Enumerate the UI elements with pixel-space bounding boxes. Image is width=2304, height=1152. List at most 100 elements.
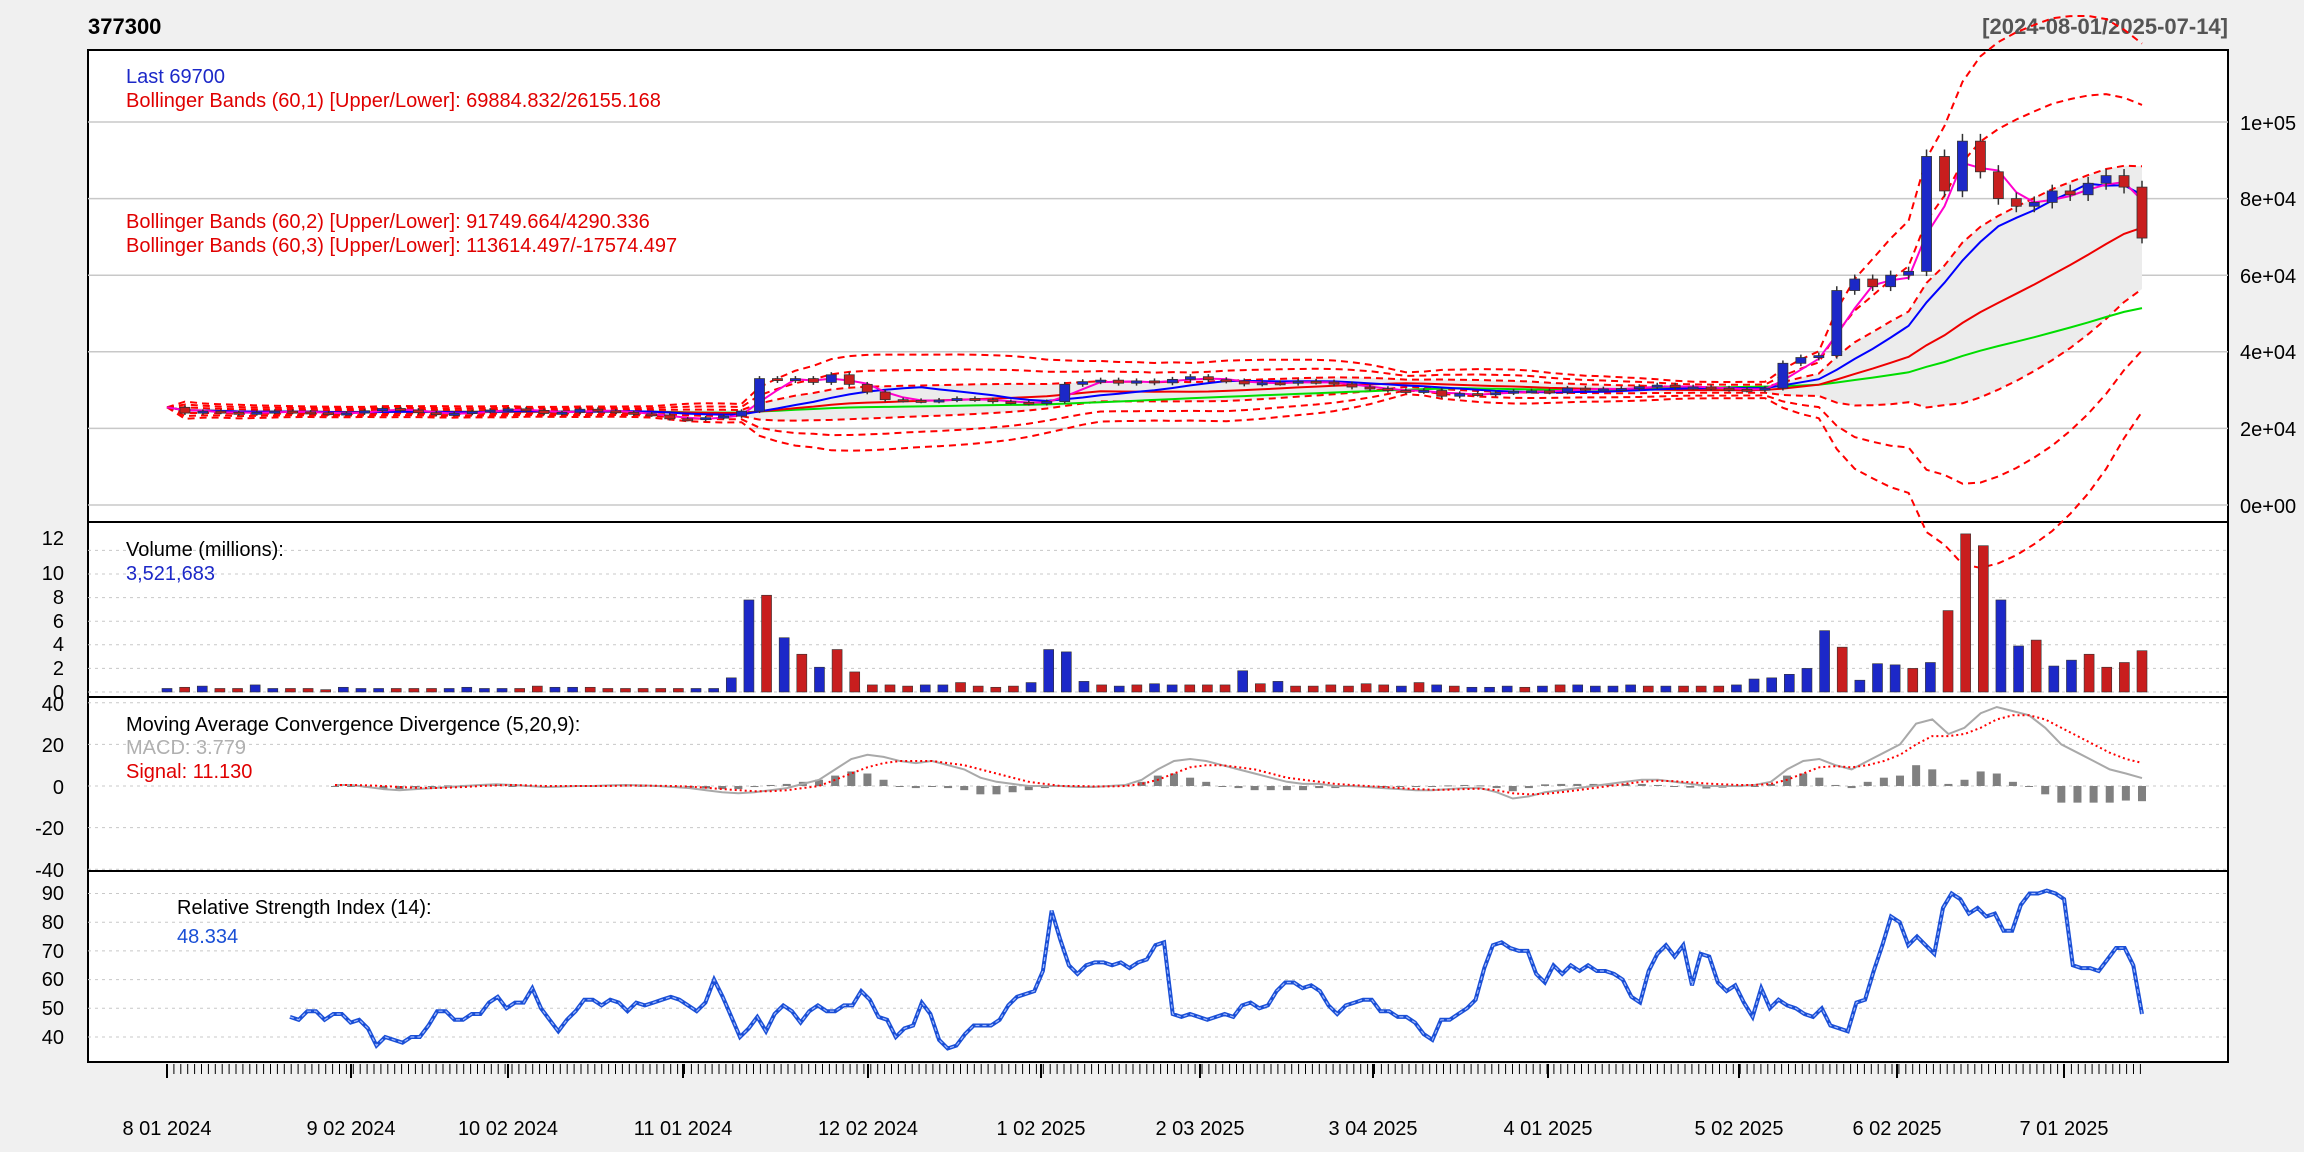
volume-bar <box>1343 685 1354 693</box>
y-tick-label: 50 <box>42 998 64 1020</box>
macd-histogram-bar <box>1476 785 1485 787</box>
candle-body <box>951 398 963 401</box>
volume-bar <box>549 686 561 693</box>
candle-body <box>502 408 514 412</box>
macd-histogram-bar <box>1815 777 1824 786</box>
candle-body <box>1508 390 1519 394</box>
volume-bar <box>1925 662 1936 693</box>
candle-body <box>646 413 658 417</box>
macd-histogram-bar <box>2105 786 2114 803</box>
volume-bar <box>655 688 667 693</box>
y-tick-label: 90 <box>42 883 64 905</box>
candlesticks <box>179 133 2148 422</box>
volume-bar <box>990 686 1002 693</box>
macd-histogram-bar <box>347 786 356 787</box>
candle-body <box>1939 156 1950 192</box>
price-y-axis: 1e+05 8e+04 6e+04 4e+04 2e+04 0e+00 <box>2240 113 2296 518</box>
volume-bar <box>637 688 649 693</box>
last-price-label: Last 69700 <box>126 66 225 88</box>
y-tick-label: 0e+00 <box>2240 496 2296 518</box>
candle-body <box>215 410 227 414</box>
x-tick-label: 5 02 2025 <box>1695 1118 1784 1140</box>
volume-bar <box>1554 684 1566 693</box>
macd-histogram-bar <box>1250 786 1259 791</box>
x-tick-label: 4 01 2025 <box>1504 1118 1593 1140</box>
candle-body <box>1041 401 1053 404</box>
candle-body <box>395 408 406 411</box>
candle-body <box>305 411 317 415</box>
volume-bar <box>1889 664 1901 693</box>
macd-histogram-bar <box>734 786 743 790</box>
candle-body <box>1903 270 1914 276</box>
macd-histogram-bar <box>1750 786 1759 787</box>
candle-body <box>448 413 460 416</box>
macd-histogram-bar <box>1541 784 1550 786</box>
bollinger-upper-2 <box>166 93 2143 410</box>
volume-bar <box>2136 650 2148 693</box>
y-tick-label: -40 <box>35 860 64 882</box>
volume-bar <box>1784 673 1795 693</box>
macd-histogram-bar <box>1637 783 1646 786</box>
candle-body <box>700 417 712 421</box>
candle-body <box>1167 378 1178 384</box>
candle-body <box>1957 140 1968 192</box>
candle-body <box>1759 387 1771 391</box>
rsi-title: Relative Strength Index (14): <box>177 897 432 919</box>
macd-histogram-bar <box>1653 784 1662 786</box>
macd-histogram-bar <box>944 786 953 789</box>
macd-value: MACD: 3.779 <box>126 737 246 759</box>
y-tick-label: 40 <box>42 1027 64 1049</box>
bollinger-upper-3 <box>166 14 2143 409</box>
volume-bar <box>796 653 808 693</box>
macd-histogram-bar <box>1331 786 1340 789</box>
macd-histogram-bar <box>1589 783 1598 786</box>
candle-body <box>1975 140 1986 173</box>
volume-bar <box>1607 685 1619 693</box>
volume-bar <box>1995 599 2007 693</box>
macd-histogram-bar <box>1524 786 1533 789</box>
volume-bars <box>161 533 2148 693</box>
candle-body <box>879 391 891 401</box>
volume-bar <box>584 686 596 693</box>
x-tick-label: 3 04 2025 <box>1329 1118 1418 1140</box>
volume-bar <box>1572 684 1584 693</box>
bb1-label: Bollinger Bands (60,1) [Upper/Lower]: 69… <box>126 90 661 112</box>
volume-bar <box>285 688 296 693</box>
y-tick-label: 20 <box>42 735 64 757</box>
macd-histogram-bar <box>1976 771 1985 786</box>
volume-bar <box>1819 630 1830 693</box>
x-tick-label: 10 02 2024 <box>458 1118 558 1140</box>
candle-body <box>1597 388 1609 392</box>
candle-body <box>1723 387 1735 391</box>
volume-bar <box>1748 678 1760 693</box>
candle-body <box>412 409 424 414</box>
volume-bar <box>1695 685 1707 693</box>
macd-histogram-bar <box>1282 786 1291 791</box>
candle-body <box>1328 381 1340 385</box>
volume-bar <box>532 685 543 693</box>
volume-bar <box>1836 646 1848 693</box>
candle-body <box>628 411 640 415</box>
candle-body <box>341 412 352 416</box>
volume-bar <box>849 671 861 693</box>
macd-histogram-bar <box>1799 773 1808 786</box>
y-tick-label: 10 <box>42 563 64 585</box>
volume-value: 3,521,683 <box>126 563 215 585</box>
volume-bar <box>1272 681 1284 693</box>
volume-bar <box>1466 686 1478 693</box>
bb3-label: Bollinger Bands (60,3) [Upper/Lower]: 11… <box>126 235 677 257</box>
macd-histogram-bar <box>1928 769 1937 786</box>
macd-histogram-bar <box>1218 786 1227 787</box>
y-tick-label: 6e+04 <box>2240 266 2296 288</box>
macd-title: Moving Average Convergence Divergence (5… <box>126 714 580 736</box>
signal-value: Signal: 11.130 <box>126 761 252 783</box>
macd-histogram-bar <box>1234 786 1243 789</box>
candle-body <box>1077 381 1089 385</box>
volume-bar <box>1766 677 1777 693</box>
candle-body <box>718 415 729 419</box>
volume-bar <box>673 688 684 693</box>
candle-body <box>2082 182 2094 196</box>
rsi-line <box>289 888 2144 1051</box>
macd-histogram-bar <box>1428 786 1437 787</box>
candle-body <box>1149 380 1160 384</box>
